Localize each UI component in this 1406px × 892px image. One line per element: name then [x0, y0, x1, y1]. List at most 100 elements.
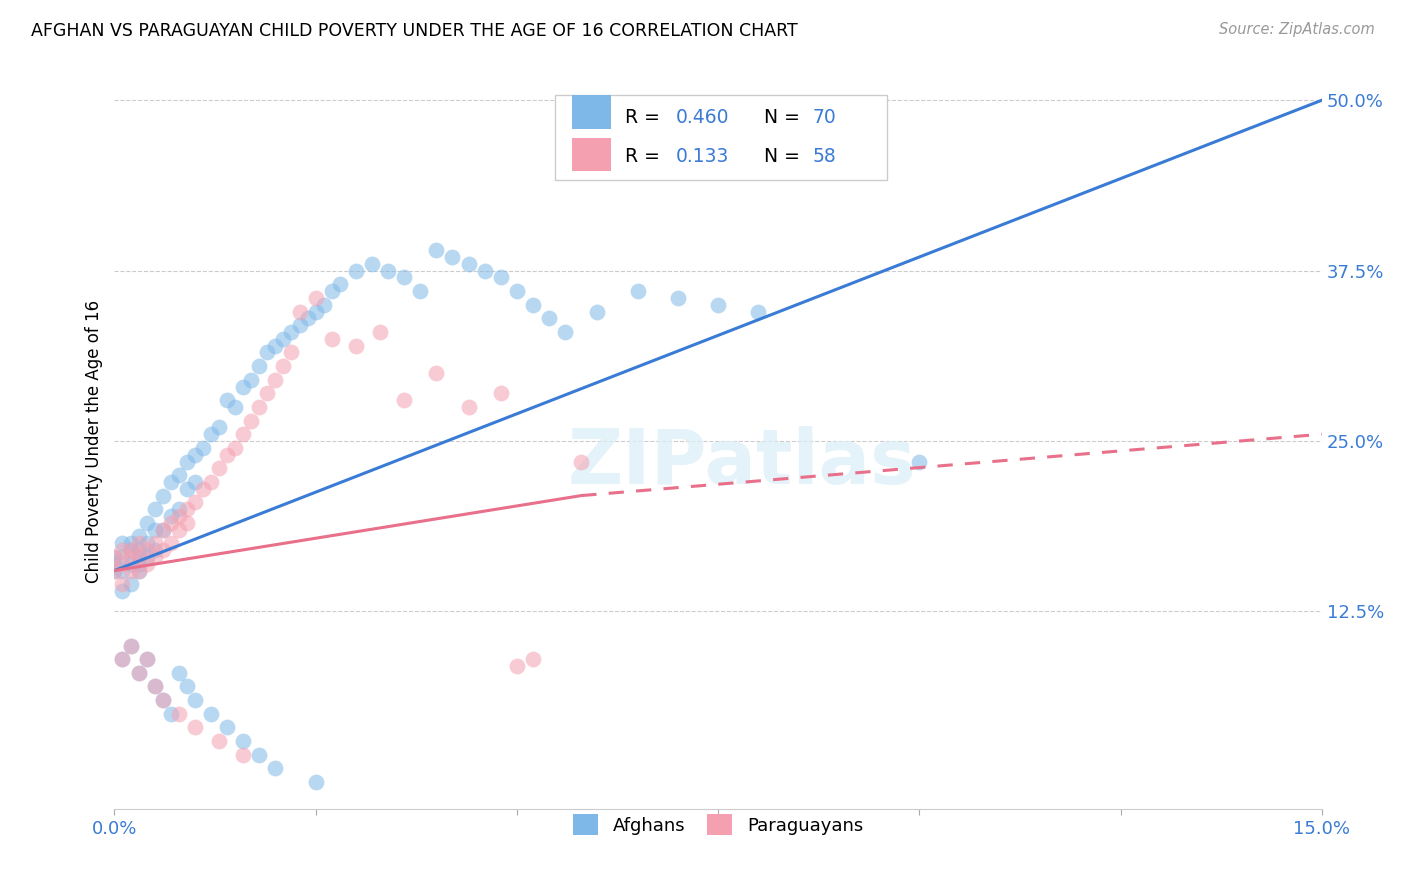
Point — [200, 475, 222, 489]
Point — [111, 652, 134, 666]
Point — [191, 441, 214, 455]
Point — [457, 400, 479, 414]
Text: N =: N = — [763, 109, 806, 128]
Point — [128, 529, 150, 543]
Point — [159, 516, 181, 530]
Point — [200, 706, 222, 721]
Point — [135, 652, 157, 666]
Text: R =: R = — [626, 147, 666, 167]
Point — [159, 475, 181, 489]
Point — [273, 332, 295, 346]
Point — [368, 325, 391, 339]
Text: AFGHAN VS PARAGUAYAN CHILD POVERTY UNDER THE AGE OF 16 CORRELATION CHART: AFGHAN VS PARAGUAYAN CHILD POVERTY UNDER… — [31, 22, 797, 40]
Point — [167, 502, 190, 516]
Point — [184, 495, 207, 509]
Point — [321, 284, 343, 298]
Point — [111, 564, 134, 578]
Point — [167, 706, 190, 721]
Point — [128, 564, 150, 578]
Point — [135, 652, 157, 666]
Point — [103, 549, 125, 564]
Point — [120, 639, 142, 653]
Point — [120, 564, 142, 578]
Point — [256, 345, 278, 359]
Point — [240, 414, 263, 428]
Text: R =: R = — [626, 109, 666, 128]
Point — [329, 277, 352, 292]
Point — [135, 536, 157, 550]
Y-axis label: Child Poverty Under the Age of 16: Child Poverty Under the Age of 16 — [86, 300, 103, 582]
Legend: Afghans, Paraguayans: Afghans, Paraguayans — [564, 805, 872, 845]
Point — [217, 448, 239, 462]
Point — [240, 373, 263, 387]
Point — [217, 720, 239, 734]
Point — [128, 549, 150, 564]
Point — [256, 386, 278, 401]
Point — [152, 693, 174, 707]
Point — [135, 516, 157, 530]
Point — [361, 257, 384, 271]
Point — [167, 665, 190, 680]
Point — [128, 536, 150, 550]
Point — [128, 564, 150, 578]
Point — [176, 516, 198, 530]
Point — [152, 523, 174, 537]
Point — [312, 298, 335, 312]
Point — [280, 325, 302, 339]
Point — [522, 652, 544, 666]
Point — [554, 325, 576, 339]
Point — [111, 652, 134, 666]
Point — [120, 577, 142, 591]
Point — [111, 543, 134, 558]
Point — [152, 523, 174, 537]
Point — [344, 338, 367, 352]
Point — [288, 318, 311, 333]
Point — [321, 332, 343, 346]
Point — [135, 543, 157, 558]
Point — [586, 304, 609, 318]
Point — [120, 543, 142, 558]
Point — [208, 420, 231, 434]
Point — [506, 659, 529, 673]
Point — [264, 373, 287, 387]
Point — [707, 298, 730, 312]
Point — [120, 557, 142, 571]
Point — [184, 475, 207, 489]
Point — [152, 489, 174, 503]
Point — [191, 482, 214, 496]
Point — [304, 304, 326, 318]
Text: 0.133: 0.133 — [676, 147, 730, 167]
Point — [247, 359, 270, 373]
Point — [103, 564, 125, 578]
Point — [167, 509, 190, 524]
Point — [120, 549, 142, 564]
Point — [200, 427, 222, 442]
Point — [522, 298, 544, 312]
Point — [232, 734, 254, 748]
Point — [409, 284, 432, 298]
Point — [224, 400, 246, 414]
Point — [143, 680, 166, 694]
Point — [489, 386, 512, 401]
Point — [569, 454, 592, 468]
Point — [297, 311, 319, 326]
Point — [288, 304, 311, 318]
Point — [280, 345, 302, 359]
Point — [224, 441, 246, 455]
Point — [103, 564, 125, 578]
Point — [143, 549, 166, 564]
Point — [626, 284, 648, 298]
Point — [506, 284, 529, 298]
Point — [152, 543, 174, 558]
Point — [908, 454, 931, 468]
Point — [176, 482, 198, 496]
Point — [143, 536, 166, 550]
Point — [232, 747, 254, 762]
Point — [159, 509, 181, 524]
Point — [247, 400, 270, 414]
Point — [264, 338, 287, 352]
Point — [666, 291, 689, 305]
Point — [377, 263, 399, 277]
Point — [217, 393, 239, 408]
Point — [304, 775, 326, 789]
